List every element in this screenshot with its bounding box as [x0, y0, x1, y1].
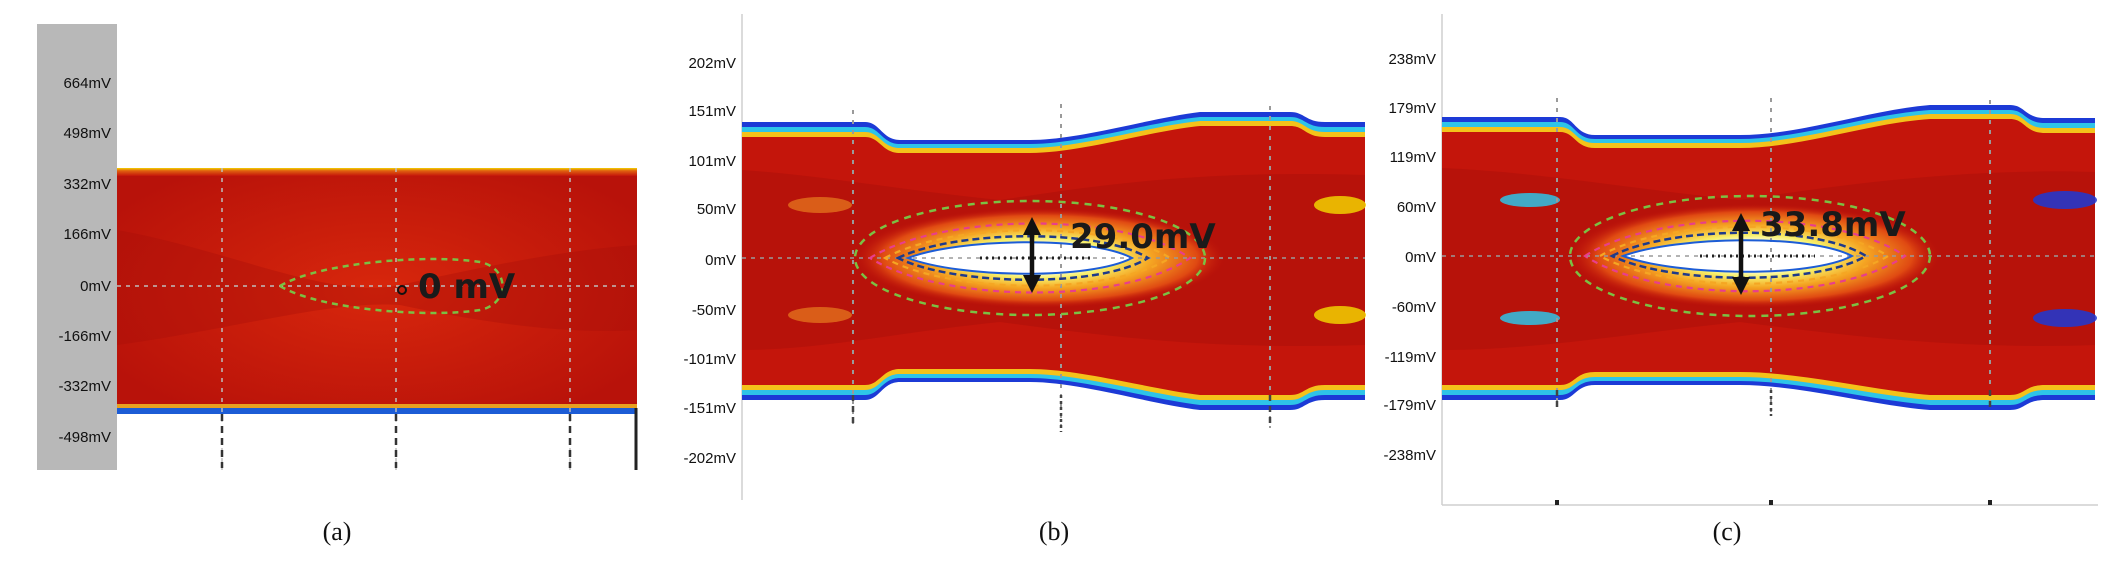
panel-c-ytick-neg119: -119mV: [1385, 349, 1436, 366]
panel-a-axis-strip: [37, 24, 117, 470]
panel-a-eye-center-marker: [397, 285, 407, 295]
panel-b-eye-contour-orange: [882, 229, 1173, 287]
panel-c-baseline-dot-1: [1555, 500, 1559, 505]
panel-b-ytick-151: 151mV: [688, 103, 736, 120]
panel-c-baseline-dot-3: [1988, 500, 1992, 505]
panel-c-crossing-glow-right-top: [2033, 191, 2097, 209]
panel-a-ytick-664: 664mV: [63, 75, 111, 92]
panel-c-ytick-0: 0mV: [1405, 249, 1436, 266]
panel-a-signal-band: [117, 168, 637, 414]
panel-a-ytick-neg166: -166mV: [58, 328, 111, 345]
panel-c-annotation: 33.8mV: [1760, 205, 1906, 245]
panel-b-ytick-neg50: -50mV: [692, 302, 736, 319]
panel-a-caption: (a): [323, 517, 352, 546]
panel-c-crossing-glow-right-bottom: [2033, 309, 2097, 327]
panel-c-crossing-glow-left-bottom: [1500, 311, 1560, 325]
panel-a-band-top-edge: [117, 168, 637, 176]
panel-c-ytick-neg179: -179mV: [1383, 397, 1436, 414]
panel-c-eye-contour-pink: [1582, 219, 1907, 293]
panel-b-ytick-neg151: -151mV: [683, 400, 736, 417]
panel-b-crossing-glow-right-top: [1314, 196, 1366, 214]
panel-b-crossing-glow-right-bottom: [1314, 306, 1366, 324]
panel-c-eye-contour-green: [1568, 194, 1932, 318]
panel-b-ytick-neg202: -202mV: [683, 450, 736, 467]
panel-c-ytick-238: 238mV: [1388, 51, 1436, 68]
panel-a-ytick-332: 332mV: [63, 176, 111, 193]
panel-b-eye-contour-navy: [895, 235, 1151, 281]
panel-a-waveform-shading: [117, 230, 637, 345]
panel-b: 29.0mV 202mV 151mV 101mV 50mV 0mV -50mV …: [683, 14, 1366, 546]
panel-b-eye-contour-green: [853, 199, 1207, 317]
panel-b-crossing-glow-left-bottom: [788, 307, 852, 323]
panel-b-eye-inner-white: [910, 242, 1130, 274]
panel-c-crossing-glow-left-top: [1500, 193, 1560, 207]
panel-b-ytick-101: 101mV: [688, 153, 736, 170]
panel-c-ytick-179: 179mV: [1388, 100, 1436, 117]
panel-a-band-bottom-edge-blue: [117, 408, 637, 414]
panel-a-annotation: 0 mV: [418, 267, 516, 307]
panel-a-ytick-498: 498mV: [63, 125, 111, 142]
panel-c-ytick-60: 60mV: [1397, 199, 1436, 216]
panel-b-caption: (b): [1039, 517, 1069, 546]
panel-b-eye-contour-pink: [867, 222, 1192, 294]
panel-c-caption: (c): [1713, 517, 1742, 546]
panel-a-ytick-neg332: -332mV: [58, 378, 111, 395]
panel-c-ytick-neg60: -60mV: [1392, 299, 1436, 316]
panel-b-ytick-202: 202mV: [688, 55, 736, 72]
panel-b-crossing-glow-left-top: [788, 197, 852, 213]
panel-a-ytick-166: 166mV: [63, 226, 111, 243]
panel-c-ytick-119: 119mV: [1390, 149, 1436, 166]
panel-a-ytick-0: 0mV: [80, 278, 111, 295]
panel-b-ytick-neg101: -101mV: [683, 351, 736, 368]
panel-a-ytick-neg498: -498mV: [58, 429, 111, 446]
panel-c-eye-contour-blue: [1620, 239, 1855, 273]
panel-b-eye-contour-blue: [905, 241, 1135, 275]
panel-c-baseline-dot-2: [1769, 500, 1773, 505]
panel-c-ytick-neg238: -238mV: [1383, 447, 1436, 464]
panel-a: 0 mV 664mV 498mV 332mV 166mV 0mV -166mV …: [37, 24, 638, 546]
panel-c: 33.8mV 238mV 179mV 119mV 60mV 0mV -60mV …: [1383, 14, 2098, 546]
panel-b-annotation: 29.0mV: [1070, 217, 1216, 257]
panel-b-ytick-0: 0mV: [705, 252, 736, 269]
panel-c-eye-contour-navy: [1609, 231, 1869, 279]
panel-b-ytick-50: 50mV: [697, 201, 736, 218]
panel-a-band-bottom-edge-yellow: [117, 404, 637, 408]
